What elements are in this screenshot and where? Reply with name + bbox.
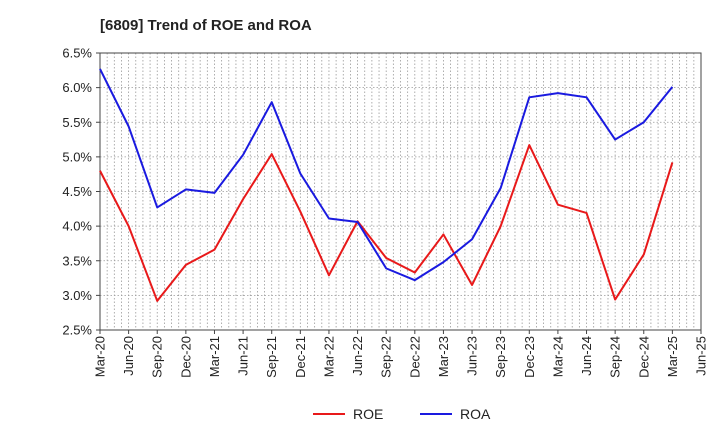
- x-tick-label: Jun-25: [694, 336, 709, 376]
- x-tick-label: Dec-23: [522, 336, 537, 378]
- grid-layer: [100, 53, 701, 330]
- x-tick-label: Dec-21: [293, 336, 308, 378]
- y-tick-label: 5.0%: [62, 149, 92, 164]
- x-tick-label: Mar-22: [321, 336, 336, 377]
- x-tick-label: Mar-25: [665, 336, 680, 377]
- y-tick-label: 2.5%: [62, 323, 92, 338]
- y-tick-label: 3.5%: [62, 253, 92, 268]
- x-tick-label: Sep-21: [264, 336, 279, 378]
- legend: ROE ROA: [313, 406, 491, 422]
- x-tick-label: Mar-24: [550, 336, 565, 377]
- x-tick-label: Jun-22: [350, 336, 365, 376]
- legend-label-roe: ROE: [353, 406, 383, 422]
- x-tick-label: Dec-22: [407, 336, 422, 378]
- chart-title: [6809] Trend of ROE and ROA: [100, 17, 312, 34]
- x-tick-label: Mar-21: [207, 336, 222, 377]
- y-tick-label: 6.5%: [62, 46, 92, 61]
- legend-label-roa: ROA: [460, 406, 491, 422]
- series-line-roa: [99, 68, 674, 282]
- x-tick-label: Mar-20: [93, 336, 108, 377]
- y-tick-label: 4.0%: [62, 219, 92, 234]
- x-tick-label: Jun-20: [121, 336, 136, 376]
- y-tick-label: 3.0%: [62, 288, 92, 303]
- x-tick-label: Sep-20: [150, 336, 165, 378]
- x-tick-label: Sep-24: [608, 336, 623, 378]
- x-tick-label: Sep-23: [493, 336, 508, 378]
- x-tick-label: Dec-20: [178, 336, 193, 378]
- x-tick-label: Jun-24: [579, 336, 594, 376]
- x-tick-label: Mar-23: [436, 336, 451, 377]
- x-tick-label: Dec-24: [636, 336, 651, 378]
- x-axis-ticks: Mar-20 Jun-20 Sep-20 Dec-20 Mar-21 Jun-21 Sep-…: [93, 330, 709, 378]
- y-tick-label: 4.5%: [62, 184, 92, 199]
- x-tick-label: Jun-21: [236, 336, 251, 376]
- y-axis-ticks: 2.5% 3.0% 3.5% 4.0% 4.5% 5.0% 5.5% 6.0% 6.5%: [62, 46, 100, 338]
- series-layer: [99, 68, 674, 302]
- y-tick-label: 6.0%: [62, 80, 92, 95]
- series-line-roe: [99, 144, 674, 302]
- x-tick-label: Jun-23: [465, 336, 480, 376]
- x-tick-label: Sep-22: [379, 336, 394, 378]
- y-tick-label: 5.5%: [62, 115, 92, 130]
